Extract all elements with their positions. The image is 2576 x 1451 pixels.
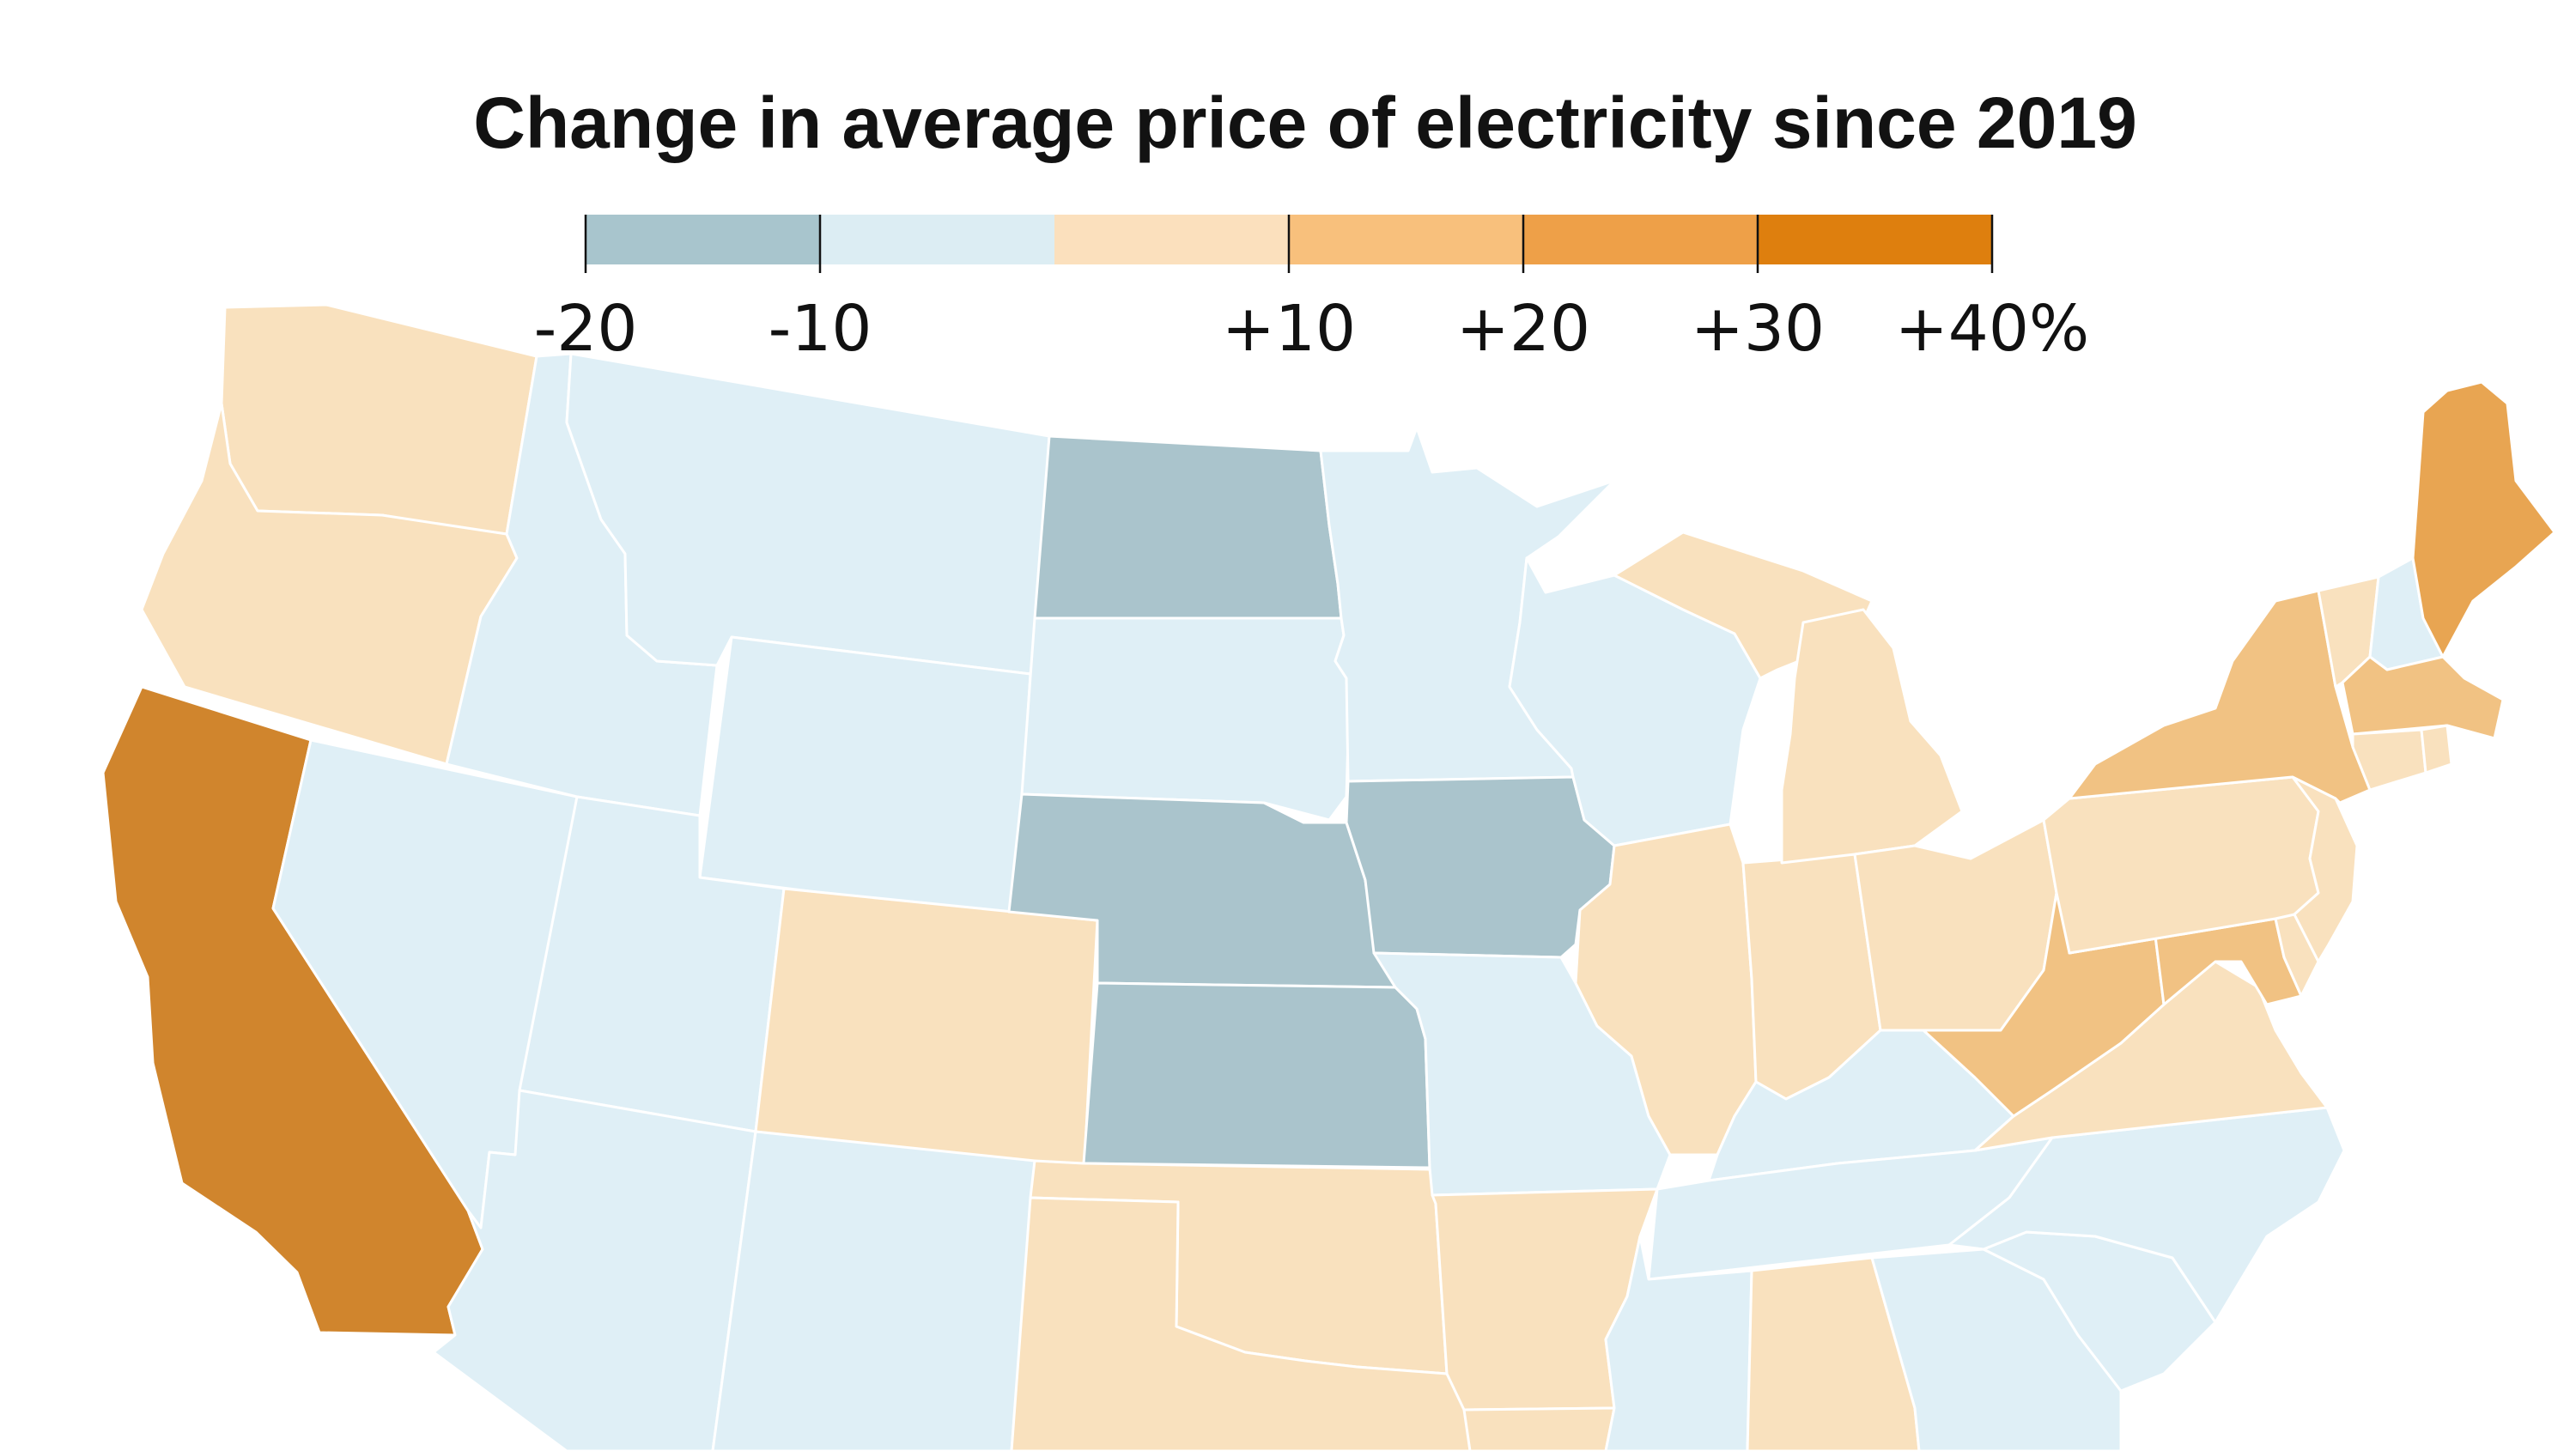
legend-tick-label: -20 [534, 292, 638, 366]
state-KS[interactable] [1082, 981, 1431, 1169]
legend-bin [1758, 215, 1992, 264]
legend-tick-label: +20 [1456, 292, 1590, 366]
state-TX[interactable] [1010, 1196, 1472, 1451]
state-WA[interactable] [220, 303, 538, 536]
state-MI-lower[interactable] [1780, 608, 1964, 865]
legend-bin [820, 215, 1054, 264]
state-IA[interactable] [1345, 775, 1616, 959]
legend-ticks [584, 215, 1994, 273]
chart-title: Change in average price of electricity s… [473, 82, 2137, 163]
state-NM[interactable] [711, 1130, 1036, 1451]
state-MT[interactable] [565, 352, 1051, 676]
state-AZ[interactable] [432, 1089, 757, 1451]
legend-tick-label: +10 [1222, 292, 1356, 366]
legend-bins [586, 215, 1992, 264]
legend-labels: -20 -10 +10 +20 +30 +40% [534, 292, 2090, 366]
legend-bin [1523, 215, 1758, 264]
state-ND[interactable] [1033, 434, 1343, 620]
state-NJ[interactable] [2291, 775, 2359, 963]
state-MA[interactable] [2341, 655, 2505, 740]
legend-tick-label: +30 [1691, 292, 1825, 366]
legend-bin [1054, 215, 1289, 264]
legend-bin [1289, 215, 1523, 264]
state-ME[interactable] [2411, 380, 2556, 659]
state-WY[interactable] [698, 635, 1032, 919]
legend-tick-label: -10 [769, 292, 872, 366]
state-SD[interactable] [1020, 616, 1352, 822]
state-RI[interactable] [2420, 724, 2453, 774]
legend-bin [586, 215, 820, 264]
color-legend: -20 -10 +10 +20 +30 +40% [534, 215, 2090, 366]
state-LA[interactable] [1462, 1406, 1616, 1451]
state-CT[interactable] [2351, 728, 2427, 792]
state-CO[interactable] [754, 887, 1099, 1180]
states-layer [101, 303, 2556, 1451]
legend-tick-label: +40% [1895, 292, 2089, 366]
